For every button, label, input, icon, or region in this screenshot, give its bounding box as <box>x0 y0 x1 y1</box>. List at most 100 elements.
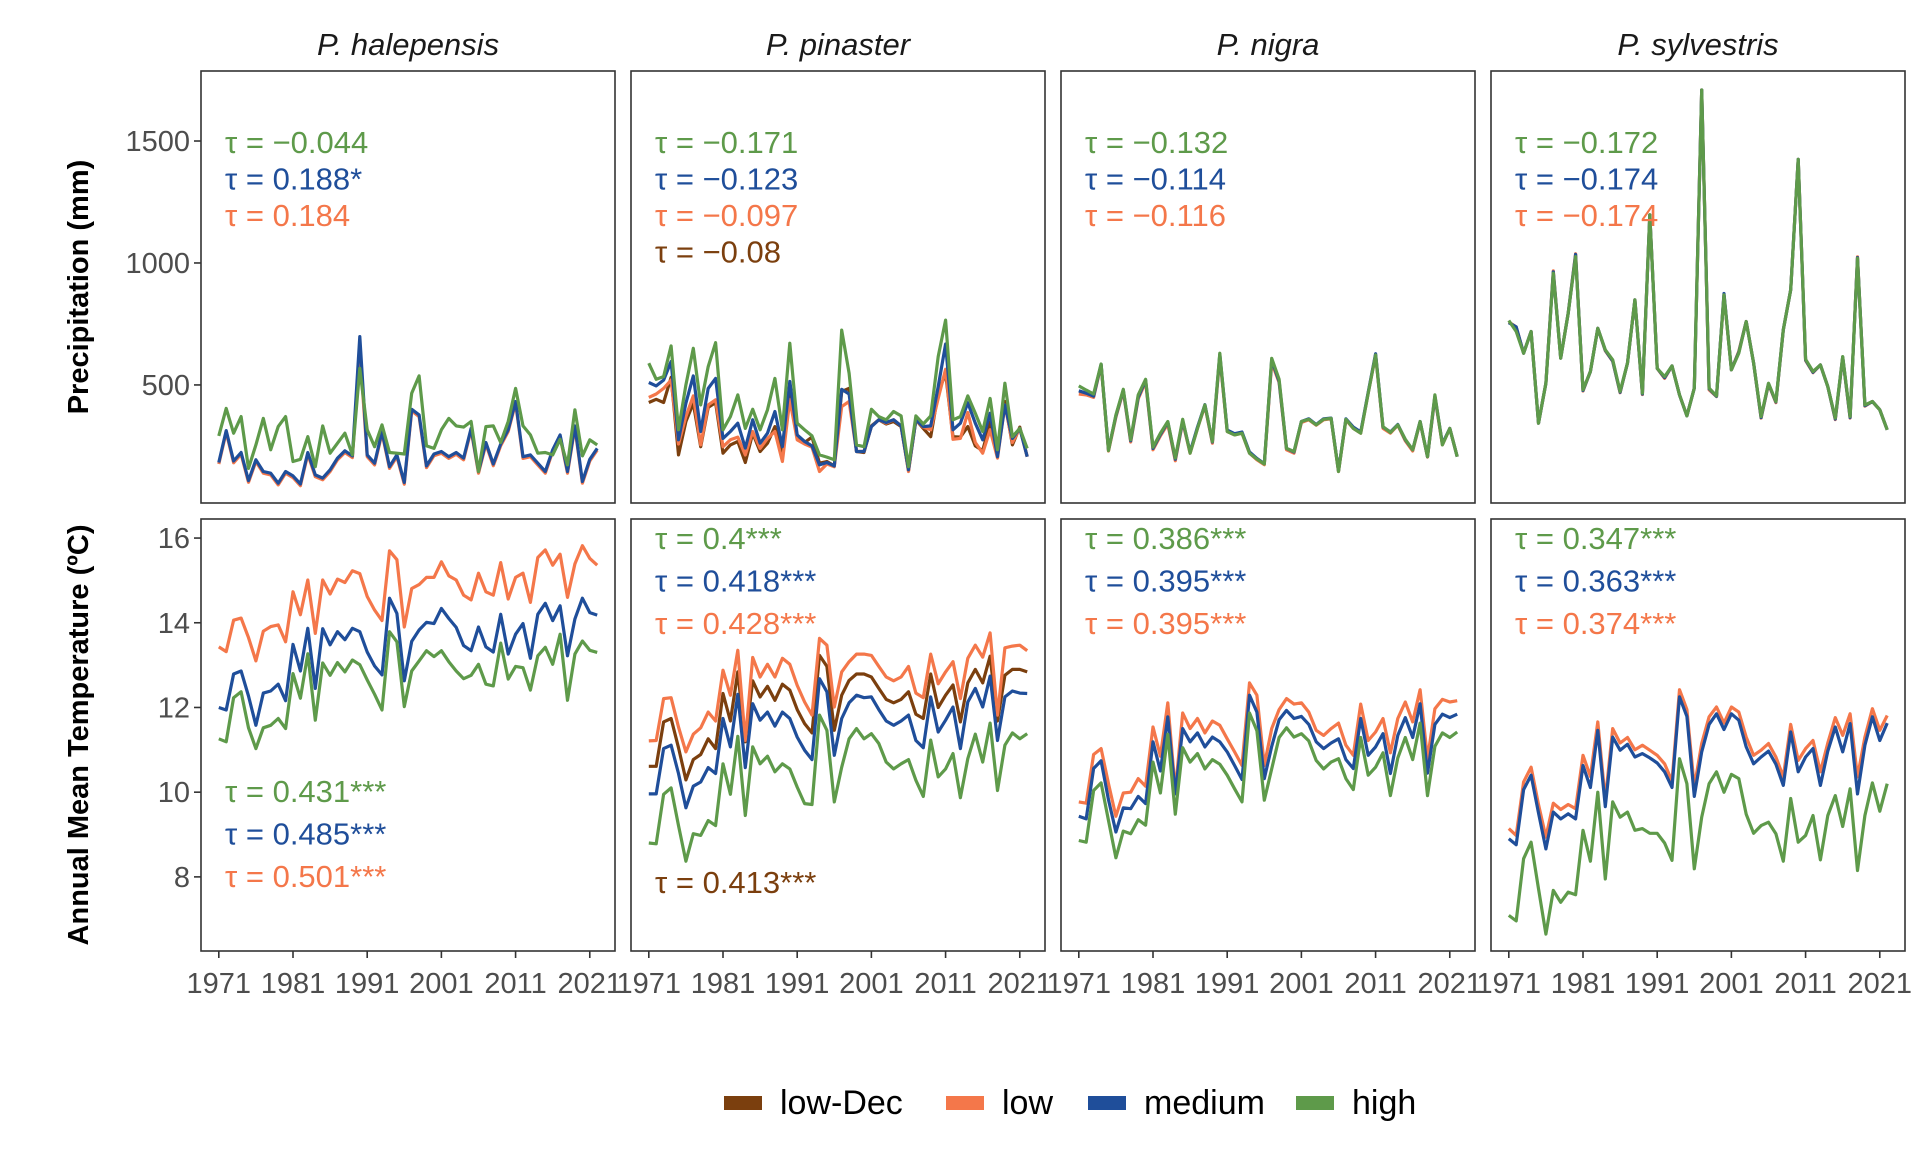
legend-label-medium: medium <box>1144 1084 1265 1122</box>
tau-annotation-medium: τ = 0.395*** <box>1085 564 1246 599</box>
x-tick-label: 2021 <box>558 968 623 1000</box>
series-line-high <box>217 366 599 474</box>
x-tick-label: 1991 <box>1625 968 1690 1000</box>
series-line-medium <box>1507 695 1889 851</box>
tau-annotation-high: τ = −0.132 <box>1085 125 1228 160</box>
panel-p-sylvestris-temp: 1971 1981 1991 2001 2011 2021 τ = 0.347*** τ = … <box>1477 518 1913 1000</box>
legend-swatch-low <box>946 1096 984 1110</box>
legend-label-high: high <box>1352 1084 1416 1122</box>
x-tick-label: 1981 <box>261 968 326 1000</box>
tau-annotation-medium: τ = −0.123 <box>655 162 798 197</box>
legend-swatch-high <box>1296 1096 1334 1110</box>
tau-annotation-high: τ = 0.431*** <box>225 774 386 809</box>
panel-border <box>1490 70 1906 504</box>
strip-title-p-nigra: P. nigra <box>1217 27 1320 62</box>
tau-annotation-high: τ = 0.347*** <box>1515 521 1676 556</box>
x-tick-label: 2021 <box>988 968 1053 1000</box>
tau-annotation-low: τ = −0.116 <box>1085 198 1226 233</box>
x-tick-label: 1981 <box>1121 968 1186 1000</box>
tau-annotation-lowDec: τ = −0.08 <box>655 235 781 270</box>
tau-annotation-low: τ = 0.395*** <box>1085 606 1246 641</box>
x-tick-label: 2021 <box>1418 968 1483 1000</box>
x-tick-label: 2011 <box>914 968 976 1000</box>
tau-annotation-high: τ = 0.4*** <box>655 521 782 556</box>
tau-annotation-high: τ = −0.044 <box>225 125 368 160</box>
legend-item-lowDec: low-Dec <box>724 1084 903 1122</box>
x-tick-label: 2001 <box>1269 968 1334 1000</box>
y-tick-label: 10 <box>158 777 190 809</box>
x-tick-label: 1991 <box>765 968 830 1000</box>
tau-annotation-low: τ = −0.097 <box>655 198 798 233</box>
series-line-high <box>1507 757 1889 936</box>
tau-annotation-low: τ = 0.428*** <box>655 606 816 641</box>
strip-title-p-sylvestris: P. sylvestris <box>1617 27 1778 62</box>
tau-annotation-high: τ = −0.171 <box>655 125 798 160</box>
panel-border <box>200 70 616 504</box>
facet-strip-titles: P. halepensis P. pinaster P. nigra P. sylve… <box>317 27 1779 62</box>
y-axis-title-temp: Annual Mean Temperature (ºC) <box>63 525 95 946</box>
series-line-high <box>647 318 1029 469</box>
x-tick-label: 1971 <box>187 968 252 1000</box>
tau-annotation-medium: τ = 0.363*** <box>1515 564 1676 599</box>
x-tick-label: 2001 <box>409 968 474 1000</box>
y-tick-label: 14 <box>158 608 190 640</box>
x-tick-label: 2011 <box>484 968 546 1000</box>
legend-item-high: high <box>1296 1084 1416 1122</box>
panel-border <box>630 518 1046 952</box>
y-tick-label: 16 <box>158 523 190 555</box>
x-tick-label: 1971 <box>617 968 682 1000</box>
legend-label-lowDec: low-Dec <box>780 1084 903 1122</box>
legend-swatch-lowDec <box>724 1096 762 1110</box>
panel-border <box>1490 518 1906 952</box>
series-line-low <box>1078 681 1458 818</box>
x-tick-label: 1971 <box>1477 968 1542 1000</box>
y-tick-label: 1000 <box>125 248 190 280</box>
series-line-medium <box>217 335 599 486</box>
legend: low-Dec low medium high <box>724 1084 1416 1122</box>
panel-border <box>200 518 616 952</box>
series-line-high <box>1078 711 1459 860</box>
y-tick-label: 8 <box>174 862 190 894</box>
x-tick-label: 1991 <box>1195 968 1260 1000</box>
y-tick-label: 1500 <box>125 126 190 158</box>
x-tick-label: 2021 <box>1848 968 1913 1000</box>
x-tick-label: 1981 <box>1551 968 1616 1000</box>
tau-annotation-medium: τ = 0.485*** <box>225 817 386 852</box>
tau-annotation-medium: τ = −0.174 <box>1515 162 1658 197</box>
x-tick-label: 2001 <box>839 968 904 1000</box>
panel-p-halepensis-temp: 8 10 12 14 16 1971 1981 1991 2001 2011 2021 τ = 0.4… <box>158 518 623 1000</box>
y-axis-title-precip: Precipitation (mm) <box>63 160 95 415</box>
panel-border <box>1060 70 1476 504</box>
tau-annotation-high: τ = −0.172 <box>1515 125 1658 160</box>
series-line-low <box>217 544 599 663</box>
panel-p-pinaster-temp: 1971 1981 1991 2001 2011 2021 τ = 0.4*** τ = 0.… <box>617 518 1053 1000</box>
x-tick-label: 2011 <box>1344 968 1406 1000</box>
series-line-high <box>1507 88 1889 431</box>
legend-item-low: low <box>946 1084 1053 1122</box>
series-line-medium <box>218 596 598 727</box>
tau-annotation-low: τ = −0.174 <box>1515 198 1658 233</box>
strip-title-p-pinaster: P. pinaster <box>766 27 912 62</box>
panel-border <box>1060 518 1476 952</box>
series-line-lowDec <box>648 653 1028 782</box>
y-tick-label: 12 <box>158 692 190 724</box>
panel-p-nigra-temp: 1971 1981 1991 2001 2011 2021 τ = 0.386*** τ = … <box>1047 518 1483 1000</box>
tau-annotation-medium: τ = 0.418*** <box>655 564 816 599</box>
series-line-high <box>648 713 1029 863</box>
series-line-medium <box>648 342 1029 472</box>
legend-label-low: low <box>1002 1084 1053 1122</box>
x-tick-label: 2001 <box>1699 968 1764 1000</box>
tau-annotation-low: τ = 0.184 <box>225 198 350 233</box>
series-line-medium <box>648 674 1028 810</box>
y-tick-label: 500 <box>142 370 190 402</box>
series-line-low <box>648 631 1029 754</box>
y-axis-titles: Precipitation (mm) Annual Mean Temperatur… <box>63 160 95 946</box>
tau-annotation-medium: τ = −0.114 <box>1085 162 1226 197</box>
strip-title-p-halepensis: P. halepensis <box>317 27 499 62</box>
series-line-high <box>218 630 598 751</box>
